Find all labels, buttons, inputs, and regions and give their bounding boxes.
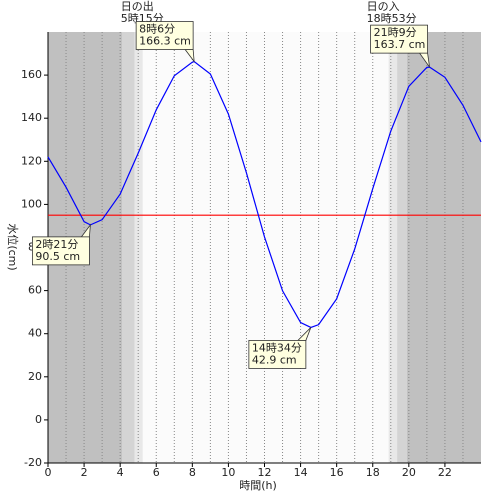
y-tick-label: 140 [21, 111, 42, 124]
annotation-box [31, 236, 90, 266]
x-tick-label: 14 [294, 466, 308, 479]
annotation-level: 42.9 cm [252, 353, 297, 366]
y-tick-label: 40 [28, 327, 42, 340]
y-tick-label: -20 [24, 456, 42, 469]
y-axis-label: 水位(cm) [6, 223, 20, 270]
night-shade [388, 32, 398, 463]
x-tick-label: 12 [258, 466, 272, 479]
x-tick-label: 0 [45, 466, 52, 479]
x-tick-label: 20 [402, 466, 416, 479]
annotation-box [248, 340, 307, 369]
x-tick-label: 6 [153, 466, 160, 479]
annotation-box [370, 24, 428, 54]
y-tick-label: 100 [21, 197, 42, 210]
annotation-level: 163.7 cm [374, 38, 426, 51]
night-shade [121, 32, 135, 463]
night-shade [407, 32, 481, 463]
sun-time: 18時53分 [367, 12, 417, 25]
x-tick-label: 18 [366, 466, 380, 479]
night-shade [134, 32, 143, 463]
x-tick-label: 2 [81, 466, 88, 479]
annotation-level: 90.5 cm [35, 250, 80, 263]
annotation-time: 21時9分 [374, 26, 417, 39]
sun-label: 日の入 [367, 0, 400, 13]
annotation-level: 166.3 cm [139, 35, 191, 48]
tide-line [47, 60, 482, 329]
sun-label: 日の出 [121, 0, 154, 13]
night-shade [397, 32, 408, 463]
x-tick-label: 8 [189, 466, 196, 479]
y-tick-label: 0 [35, 413, 42, 426]
x-tick-label: 10 [221, 466, 235, 479]
x-axis-label: 時間(h) [239, 479, 277, 492]
annotation-time: 2時21分 [35, 238, 78, 251]
annotation-time: 8時6分 [139, 23, 175, 36]
y-tick-label: 160 [21, 68, 42, 81]
x-tick-label: 16 [330, 466, 344, 479]
x-tick-label: 22 [438, 466, 452, 479]
annotation-box [135, 21, 194, 50]
y-tick-label: 20 [28, 370, 42, 383]
y-tick-label: 60 [28, 284, 42, 297]
x-tick-label: 4 [117, 466, 124, 479]
y-tick-label: 120 [21, 154, 42, 167]
annotation-time: 14時34分 [252, 341, 302, 354]
